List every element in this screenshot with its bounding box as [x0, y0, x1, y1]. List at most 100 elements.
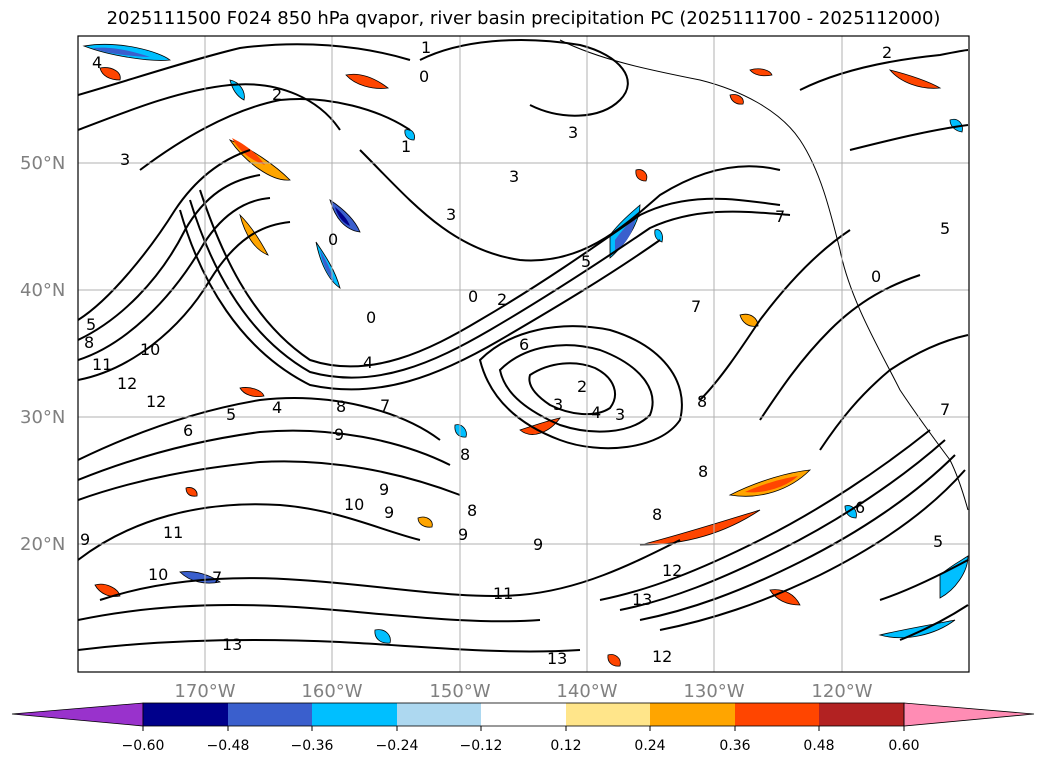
map-panel: 4 1 0 2 3 1 3 3 0 0 2 0 5 7 7 5 6 0 4 5 …: [78, 36, 969, 672]
contour-label: 9: [379, 480, 389, 499]
lon-label-160w: 160°W: [301, 681, 362, 702]
contour-label: 11: [163, 523, 183, 542]
contour-label: 8: [84, 333, 94, 352]
contour-label: 8: [697, 392, 707, 411]
contour-label: 2: [272, 85, 282, 104]
colorbar: −0.60 −0.48 −0.36 −0.24 −0.12 0.12 0.24 …: [11, 702, 1035, 754]
colorbar-tick-label: −0.60: [122, 738, 165, 754]
contour-label: 8: [652, 505, 662, 524]
contour-label: 3: [509, 167, 519, 186]
colorbar-tick-label: −0.12: [460, 738, 503, 754]
contour-label: 9: [458, 525, 468, 544]
contour-label: 7: [775, 207, 785, 226]
contour-label: 2: [882, 43, 892, 62]
colorbar-extend-high: [903, 702, 1035, 727]
colorbar-tick-label: 0.60: [888, 738, 919, 754]
contour-label: 9: [384, 503, 394, 522]
lat-label-30n: 30°N: [20, 407, 65, 428]
contour-label: 4: [92, 53, 102, 72]
colorbar-segment: [650, 703, 735, 726]
colorbar-tick-label: −0.36: [291, 738, 334, 754]
contour-label: 5: [581, 252, 591, 271]
colorbar-segment: [312, 703, 397, 726]
lon-label-170w: 170°W: [174, 681, 235, 702]
contour-label: 0: [871, 267, 881, 286]
colorbar-tick-label: −0.24: [376, 738, 419, 754]
contour-label: 5: [940, 219, 950, 238]
lat-label-50n: 50°N: [20, 153, 65, 174]
colorbar-frame: [142, 702, 905, 727]
contour-label: 0: [468, 287, 478, 306]
colorbar-segment: [397, 703, 481, 726]
contour-label: 8: [698, 462, 708, 481]
colorbar-tick-label: 0.48: [803, 738, 834, 754]
map-title: 2025111500 F024 850 hPa qvapor, river ba…: [106, 8, 941, 29]
contour-label: 0: [366, 308, 376, 327]
lon-label-150w: 150°W: [429, 681, 490, 702]
contour-label: 9: [334, 425, 344, 444]
colorbar-segment: [481, 703, 566, 726]
colorbar-segment: [819, 703, 904, 726]
colorbar-segment: [735, 703, 819, 726]
contour-label: 10: [148, 565, 168, 584]
latitude-labels: 50°N 40°N 30°N 20°N: [20, 153, 65, 555]
lon-label-140w: 140°W: [556, 681, 617, 702]
colorbar-extend-low: [11, 702, 144, 727]
contour-label: 6: [519, 335, 529, 354]
lon-label-120w: 120°W: [811, 681, 872, 702]
contour-label: 3: [120, 150, 130, 169]
contour-label: 5: [933, 532, 943, 551]
colorbar-tick-label: 0.12: [550, 738, 581, 754]
contour-label: 10: [344, 495, 364, 514]
contour-label: 3: [553, 395, 563, 414]
colorbar-tick-label: 0.24: [634, 738, 665, 754]
contour-label: 1: [421, 38, 431, 57]
contour-label: 11: [493, 584, 513, 603]
contour-label: 2: [497, 290, 507, 309]
contour-label: 13: [632, 590, 652, 609]
contour-label: 12: [652, 647, 672, 666]
lat-label-20n: 20°N: [20, 534, 65, 555]
contour-labels: 4 1 0 2 3 1 3 3 0 0 2 0 5 7 7 5 6 0 4 5 …: [80, 38, 950, 668]
colorbar-tick-label: −0.48: [207, 738, 250, 754]
contour-label: 4: [272, 398, 282, 417]
colorbar-ticks: [142, 726, 905, 731]
contour-label: 8: [467, 501, 477, 520]
contour-label: 3: [615, 405, 625, 424]
contour-label: 7: [940, 400, 950, 419]
contour-label: 13: [547, 649, 567, 668]
graticule: [78, 36, 969, 672]
contour-label: 5: [86, 315, 96, 334]
contour-label: 3: [446, 205, 456, 224]
lon-label-130w: 130°W: [683, 681, 744, 702]
contour-label: 12: [662, 561, 682, 580]
colorbar-segment: [143, 703, 228, 726]
contour-label: 5: [226, 405, 236, 424]
contour-label: 0: [419, 67, 429, 86]
contour-label: 4: [591, 403, 601, 422]
colorbar-tick-label: 0.36: [719, 738, 750, 754]
colorbar-segment: [566, 703, 650, 726]
contour-label: 8: [336, 397, 346, 416]
contour-label: 1: [401, 137, 411, 156]
contour-label: 12: [117, 374, 137, 393]
contour-label: 6: [855, 498, 865, 517]
qvapor-contours: [78, 39, 969, 653]
longitude-labels: 170°W 160°W 150°W 140°W 130°W 120°W: [174, 681, 872, 702]
contour-label: 6: [183, 421, 193, 440]
contour-label: 8: [460, 445, 470, 464]
contour-label: 13: [222, 635, 242, 654]
lat-label-40n: 40°N: [20, 280, 65, 301]
contour-label: 0: [328, 230, 338, 249]
colorbar-segment: [228, 703, 312, 726]
contour-label: 4: [363, 353, 373, 372]
contour-label: 7: [212, 568, 222, 587]
coastline: [559, 39, 969, 511]
contour-label: 10: [140, 340, 160, 359]
contour-label: 7: [691, 297, 701, 316]
contour-label: 3: [568, 123, 578, 142]
precip-pc-shading: [82, 43, 969, 667]
contour-label: 9: [80, 530, 90, 549]
contour-label: 2: [577, 377, 587, 396]
